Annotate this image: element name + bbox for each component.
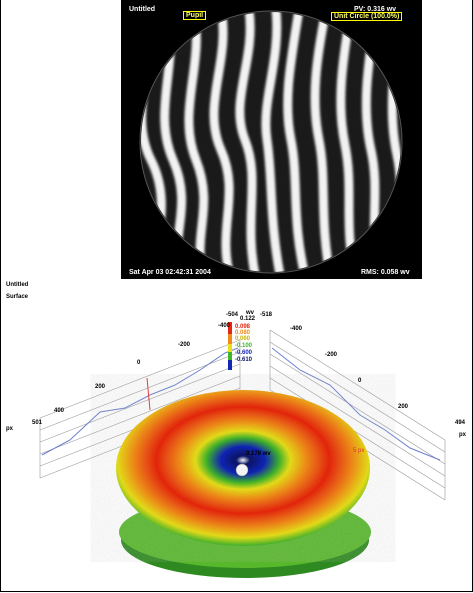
surface-subtitle: Surface (6, 294, 29, 300)
right-tick-label: 200 (398, 404, 409, 410)
left-axis-unit: px (6, 426, 14, 432)
surface-disk (116, 390, 371, 578)
right-tick-label: -518 (260, 312, 273, 318)
right-tick-label: -400 (290, 326, 303, 332)
rms-value: RMS: 0.058 wv (361, 269, 410, 276)
marker-value: 0.178 wv (246, 451, 271, 457)
interferogram-title: Untitled (129, 6, 156, 13)
right-tick-label: -200 (325, 352, 338, 358)
legend-value: 0.060 (235, 336, 251, 342)
center-marker (235, 463, 249, 477)
left-tick-label: 0 (137, 360, 141, 366)
right-axis-unit: px (459, 432, 467, 438)
right-axis-plane (269, 329, 446, 501)
left-tick-label: -400 (218, 323, 231, 329)
legend-colorbar (228, 322, 232, 370)
right-tick-label: 0 (358, 378, 362, 384)
surface-3d-plot: -504 -400 -200 0 200 400 501 px -518 -40… (6, 310, 467, 578)
pv-value: PV: 0.316 wv (354, 6, 397, 13)
timestamp: Sat Apr 03 02:42:31 2004 (129, 269, 211, 276)
surface-title: Untitled (6, 282, 29, 288)
interferogram-panel: Untitled Pupil PV: 0.316 wv Unit Circle … (121, 0, 422, 279)
left-tick-label: -504 (226, 312, 239, 318)
legend-value: -0.610 (235, 357, 253, 363)
legend-value: 0.098 (235, 324, 251, 330)
legend-value: 0.080 (235, 330, 251, 336)
legend-value: -0.100 (235, 343, 253, 349)
legend-value: -0.600 (235, 350, 253, 356)
left-tick-label: 501 (32, 420, 43, 426)
right-tick-label: 494 (455, 420, 466, 426)
marker-px: 5 px (353, 448, 364, 454)
left-tick-label: 400 (54, 408, 65, 414)
pupil-label: Pupil (183, 11, 207, 20)
left-tick-label: 200 (95, 384, 106, 390)
legend-value: 0.122 (240, 316, 256, 322)
interferogram-fringes (139, 10, 403, 274)
left-tick-label: -200 (178, 342, 191, 348)
unit-circle-label: Unit Circle (100.0%) (331, 12, 403, 21)
legend-unit: wv (245, 310, 255, 316)
